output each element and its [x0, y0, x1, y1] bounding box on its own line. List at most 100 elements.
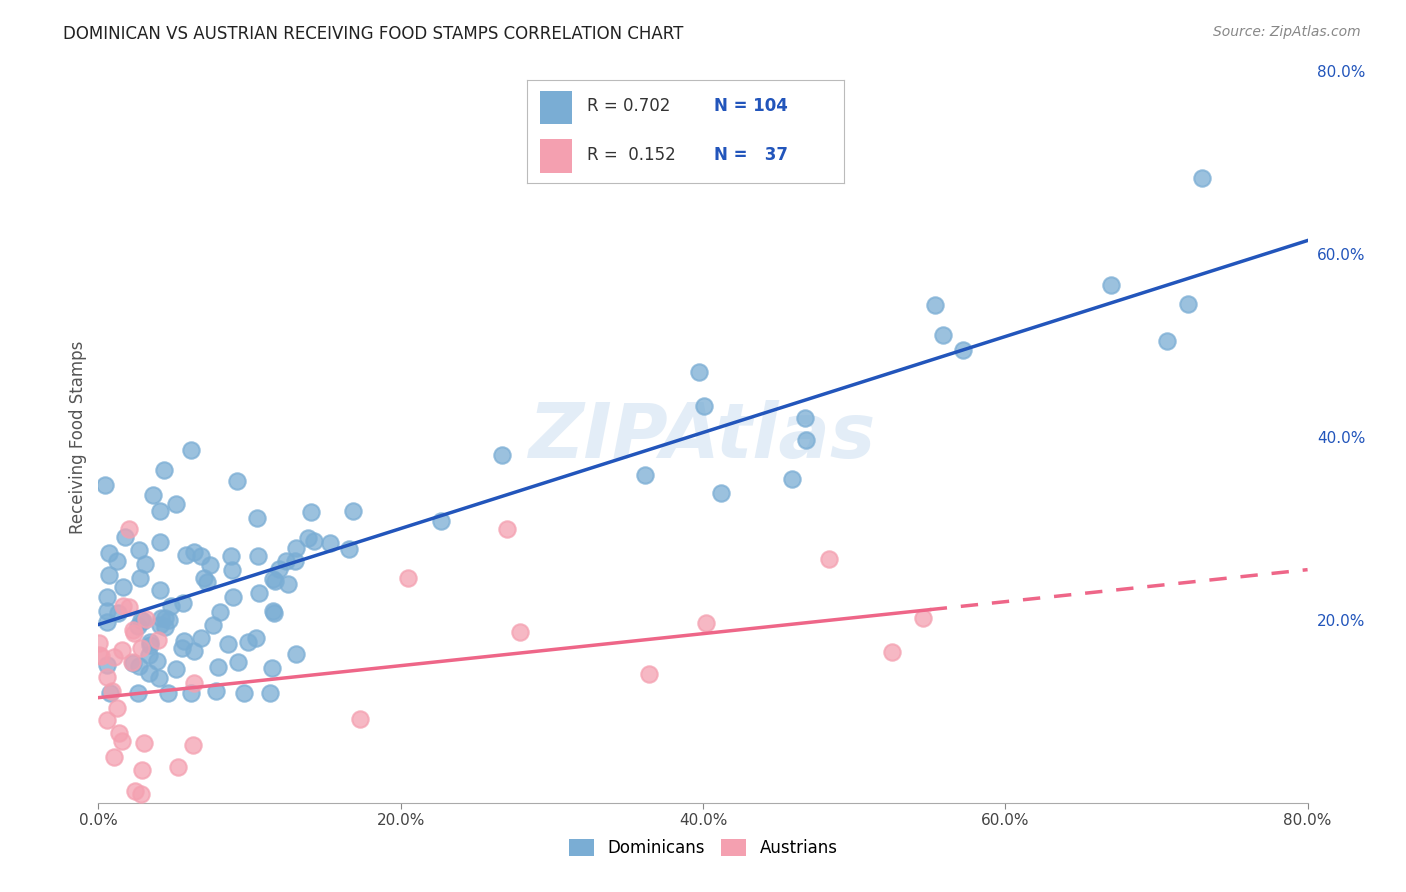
Point	[153, 611, 176, 625]
Text: R =  0.152: R = 0.152	[588, 146, 676, 164]
Point	[100, 686, 122, 700]
Point	[93, 477, 115, 491]
Legend: Dominicans, Austrians: Dominicans, Austrians	[562, 832, 844, 864]
Point	[183, 676, 205, 690]
Point	[226, 475, 249, 489]
Text: N =   37: N = 37	[714, 146, 787, 164]
Point	[349, 712, 371, 726]
Point	[198, 558, 221, 573]
Point	[138, 665, 160, 680]
Point	[157, 686, 180, 700]
Point	[246, 511, 269, 525]
Point	[430, 514, 453, 528]
Point	[932, 328, 955, 343]
Point	[780, 472, 803, 486]
Point	[319, 536, 342, 550]
Y-axis label: Receiving Food Stamps: Receiving Food Stamps	[69, 341, 87, 533]
Point	[128, 658, 150, 673]
Point	[208, 605, 231, 619]
Point	[157, 613, 180, 627]
Point	[236, 635, 259, 649]
Point	[262, 572, 284, 586]
Point	[264, 574, 287, 588]
Point	[121, 656, 143, 670]
Point	[97, 568, 120, 582]
Point	[165, 662, 187, 676]
Point	[794, 433, 817, 447]
Point	[183, 644, 205, 658]
Point	[247, 549, 270, 563]
Point	[128, 570, 150, 584]
Point	[190, 549, 212, 564]
Point	[284, 648, 307, 662]
Point	[263, 607, 285, 621]
Point	[96, 615, 118, 630]
Point	[226, 655, 249, 669]
Point	[128, 543, 150, 558]
Point	[105, 701, 128, 715]
Point	[134, 612, 156, 626]
Point	[129, 641, 152, 656]
Point	[1177, 297, 1199, 311]
Text: Source: ZipAtlas.com: Source: ZipAtlas.com	[1213, 25, 1361, 39]
Point	[1191, 170, 1213, 185]
Point	[103, 750, 125, 764]
Text: DOMINICAN VS AUSTRIAN RECEIVING FOOD STAMPS CORRELATION CHART: DOMINICAN VS AUSTRIAN RECEIVING FOOD STA…	[63, 25, 683, 43]
Point	[112, 580, 135, 594]
Point	[149, 611, 172, 625]
Point	[217, 637, 239, 651]
Point	[153, 620, 176, 634]
Point	[245, 631, 267, 645]
Point	[195, 575, 218, 590]
Point	[1099, 277, 1122, 292]
Point	[96, 670, 118, 684]
Point	[221, 564, 243, 578]
Point	[302, 533, 325, 548]
Point	[159, 599, 181, 614]
Point	[87, 648, 110, 663]
Point	[96, 658, 118, 673]
Point	[222, 590, 245, 604]
Point	[96, 604, 118, 618]
Point	[247, 586, 270, 600]
Point	[495, 521, 517, 535]
Point	[96, 590, 118, 604]
Point	[262, 604, 284, 618]
Point	[274, 554, 297, 568]
Point	[638, 666, 661, 681]
Point	[117, 599, 139, 614]
FancyBboxPatch shape	[540, 91, 571, 124]
Point	[793, 411, 815, 425]
Point	[818, 551, 841, 566]
Point	[148, 671, 170, 685]
Point	[111, 599, 134, 614]
Point	[634, 467, 657, 482]
Point	[396, 571, 419, 585]
Point	[880, 645, 903, 659]
Point	[693, 399, 716, 413]
Point	[183, 545, 205, 559]
Text: ZIPAtlas: ZIPAtlas	[529, 401, 877, 474]
Point	[491, 448, 513, 462]
Point	[284, 554, 307, 568]
Point	[174, 548, 197, 562]
Point	[103, 650, 125, 665]
Point	[695, 616, 717, 631]
Point	[114, 530, 136, 544]
Point	[121, 655, 143, 669]
Point	[127, 619, 149, 633]
Point	[129, 613, 152, 627]
Point	[129, 787, 152, 801]
Point	[912, 611, 935, 625]
Point	[149, 504, 172, 518]
Point	[262, 661, 284, 675]
Point	[149, 617, 172, 632]
Point	[688, 365, 710, 379]
Point	[127, 686, 149, 700]
Point	[297, 531, 319, 545]
Point	[259, 686, 281, 700]
Point	[284, 541, 307, 555]
Point	[219, 549, 242, 563]
Point	[509, 625, 531, 640]
Point	[149, 583, 172, 598]
